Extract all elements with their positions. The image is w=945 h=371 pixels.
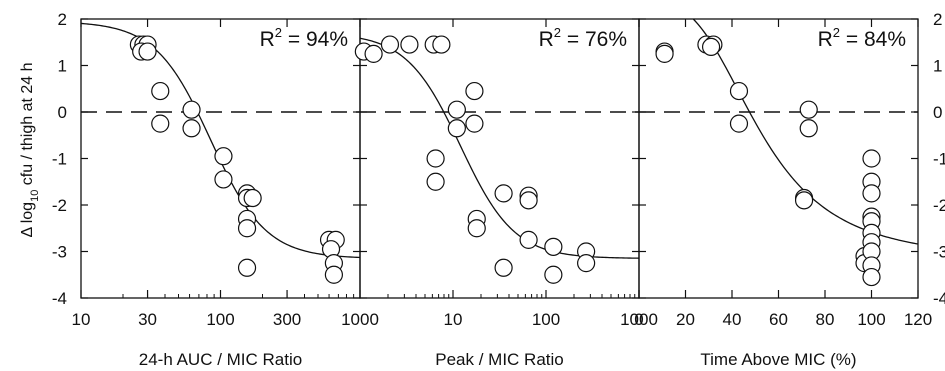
data-point xyxy=(324,265,344,284)
data-point xyxy=(799,119,818,138)
y-label-sub: 10 xyxy=(29,190,41,202)
y-tick-label-right: -2 xyxy=(933,196,945,215)
data-point xyxy=(701,37,721,57)
data-point xyxy=(862,149,881,168)
y-tick-label: -2 xyxy=(52,196,67,215)
data-point xyxy=(794,191,814,210)
y-tick-label-right: -4 xyxy=(933,289,945,308)
data-point xyxy=(447,119,466,138)
r-squared-sup: 2 xyxy=(275,25,282,40)
data-point xyxy=(544,265,563,284)
data-point xyxy=(237,219,257,238)
data-point xyxy=(151,114,170,133)
x-tick-label: 1000 xyxy=(620,310,658,329)
x-tick-label: 30 xyxy=(138,310,157,329)
panel-2: 10 100 1000 R2 = 76% Peak / MIC Ratio xyxy=(354,18,658,369)
x-axis-label: Peak / MIC Ratio xyxy=(435,350,564,369)
data-point xyxy=(544,237,563,256)
r-squared-prefix: R xyxy=(539,28,554,51)
data-point xyxy=(655,44,674,63)
x-tick-label: 20 xyxy=(676,310,695,329)
y-label-suffix: cfu / thigh at 24 h xyxy=(19,62,36,189)
data-point xyxy=(519,191,538,210)
data-point xyxy=(182,100,201,119)
data-point xyxy=(467,219,486,238)
data-point xyxy=(447,100,466,119)
data-point xyxy=(862,267,881,287)
y-axis-label: Δ log10 cfu / thigh at 24 h xyxy=(19,62,41,237)
y-tick-label-right: -3 xyxy=(933,243,945,262)
data-point xyxy=(465,81,484,101)
fitted-curve xyxy=(81,22,360,259)
fitted-curve xyxy=(360,37,639,259)
y-tick-label: -1 xyxy=(52,150,67,169)
x-tick-label: 300 xyxy=(273,310,301,329)
r-squared-annotation: R2 = 76% xyxy=(539,25,627,51)
x-tick-label: 80 xyxy=(816,310,835,329)
data-point xyxy=(799,100,818,119)
y-tick-label-right: 2 xyxy=(933,10,942,29)
data-point xyxy=(364,44,383,63)
x-axis-label: 24-h AUC / MIC Ratio xyxy=(139,350,302,369)
y-tick-label: 0 xyxy=(58,103,67,122)
panel-frame xyxy=(359,18,640,299)
y-tick-label-right: -1 xyxy=(933,150,945,169)
data-point xyxy=(729,114,749,133)
r-squared-value: = 76% xyxy=(561,28,627,51)
y-tick-label: 1 xyxy=(58,57,67,76)
data-point xyxy=(577,254,596,273)
x-tick-label: 10 xyxy=(72,310,91,329)
x-tick-label: 60 xyxy=(769,310,788,329)
r-squared-sup: 2 xyxy=(554,25,561,40)
r-squared-value: = 94% xyxy=(282,28,348,51)
y-tick-label-right: 1 xyxy=(933,57,942,76)
data-point xyxy=(243,188,262,208)
x-tick-label: 10 xyxy=(444,310,463,329)
data-point xyxy=(182,119,201,138)
data-point xyxy=(237,258,257,277)
r-squared-value: = 84% xyxy=(840,28,906,51)
x-tick-label: 100 xyxy=(857,310,885,329)
x-axis-label: Time Above MIC (%) xyxy=(700,350,856,369)
x-tick-label: 0 xyxy=(634,310,643,329)
data-point xyxy=(380,35,400,54)
x-tick-label: 40 xyxy=(723,310,742,329)
data-point xyxy=(214,170,233,189)
data-point xyxy=(426,149,445,168)
x-tick-label: 100 xyxy=(532,310,560,329)
y-tick-label: 2 xyxy=(58,10,67,29)
data-point xyxy=(519,230,538,249)
r-squared-sup: 2 xyxy=(833,25,840,40)
x-tick-label: 1000 xyxy=(341,310,379,329)
data-point xyxy=(494,184,513,203)
data-point xyxy=(400,35,419,54)
r-squared-prefix: R xyxy=(260,28,275,51)
x-tick-label: 100 xyxy=(206,310,234,329)
y-label-prefix: Δ log xyxy=(19,202,36,238)
y-tick-label: -4 xyxy=(52,289,67,308)
data-point xyxy=(138,42,157,61)
svg-text:Δ log10 cfu / thigh at 24 h: Δ log10 cfu / thigh at 24 h xyxy=(19,62,41,237)
r-squared-annotation: R2 = 84% xyxy=(818,25,906,51)
data-point xyxy=(862,184,881,203)
y-tick-label: -3 xyxy=(52,243,67,262)
x-tick-label: 120 xyxy=(904,310,932,329)
y-tick-label-right: 0 xyxy=(933,103,942,122)
data-point xyxy=(426,172,445,191)
data-point xyxy=(494,258,513,277)
data-point xyxy=(432,35,451,54)
data-point xyxy=(151,81,170,101)
data-point xyxy=(214,147,233,166)
data-point xyxy=(465,114,484,133)
r-squared-prefix: R xyxy=(818,28,833,51)
data-point xyxy=(729,81,749,101)
r-squared-annotation: R2 = 94% xyxy=(260,25,348,51)
